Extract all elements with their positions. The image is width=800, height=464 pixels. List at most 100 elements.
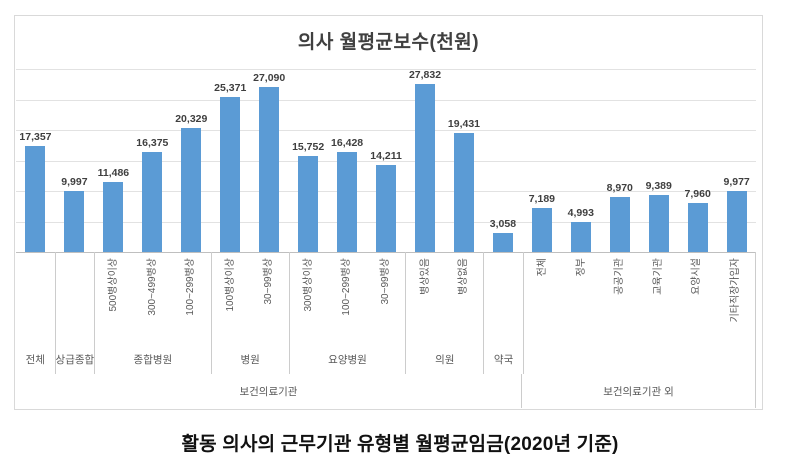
- gridline: [16, 99, 756, 101]
- category-axis-supergroups: 보건의료기관 보건의료기관 외: [16, 374, 756, 408]
- bars-row: 17,357 9,997 11,486 16,375 20,329 25,371 27,09…: [16, 69, 756, 252]
- bar-slot: 16,375: [133, 69, 172, 252]
- axis-sublabel-row: 100병상이상 30~99병상: [212, 252, 289, 350]
- axis-group-cell: 약국: [483, 252, 523, 374]
- chart-title: 의사 월평균보수(천원): [297, 32, 480, 53]
- axis-sublabel-row: 병상있음 병상없음: [406, 252, 483, 350]
- group-label: 약국: [493, 354, 514, 366]
- axis-sublabel-slot: 100~299병상: [172, 252, 211, 350]
- bar: [142, 152, 163, 252]
- category-sublabel: 100~299병상: [341, 258, 353, 316]
- category-sublabel: 30~99병상: [380, 258, 392, 305]
- axis-group-cell: 상급종합: [54, 252, 95, 374]
- bar: [376, 165, 397, 252]
- bar: [415, 84, 435, 252]
- axis-sublabel-slot: 정부: [562, 252, 601, 350]
- bar-slot: 20,329: [172, 69, 211, 252]
- axis-group-cell: 전체 정부 공공기관 교육기관 요양시설 기타직장가입자: [522, 252, 756, 374]
- bar-slot: 11,486: [94, 69, 133, 252]
- plot-area: 17,357 9,997 11,486 16,375 20,329 25,371 27,09…: [16, 69, 756, 253]
- axis-group-cell: 병상있음 병상없음 의원: [405, 252, 483, 374]
- axis-supergroup-cell: 보건의료기관 외: [520, 374, 755, 408]
- bar: [687, 203, 708, 252]
- axis-sublabel-slot: 기타직장가입자: [717, 252, 756, 350]
- bar-slot: 9,977: [717, 69, 756, 252]
- axis-group-cell: 500병상이상 300~499병상 100~299병상 종합병원: [94, 252, 211, 374]
- bar-slot: 15,752: [289, 69, 328, 252]
- bar: [609, 197, 630, 252]
- bar-value-label: 20,329: [175, 113, 208, 125]
- axis-sublabel-slot: 교육기관: [639, 252, 678, 350]
- bar-slot: 14,211: [367, 69, 406, 252]
- bar-slot: 25,371: [211, 69, 250, 252]
- figure-caption: 활동 의사의 근무기관 유형별 월평균임금(2020년 기준): [181, 434, 619, 455]
- category-sublabel: 기타직장가입자: [729, 258, 741, 323]
- category-sublabel: 병상있음: [419, 258, 431, 295]
- axis-group-cell: 전체: [16, 252, 55, 374]
- bar-value-label: 16,375: [136, 137, 169, 150]
- bar-value-label: 16,428: [331, 136, 364, 149]
- category-sublabel: 500병상이상: [108, 258, 120, 312]
- group-label: 요양병원: [328, 354, 367, 366]
- bar: [726, 191, 747, 252]
- bar: [25, 146, 46, 252]
- category-axis-groups: 전체 상급종합 500병상이상 300~499병상 100~299병상 종합병원 100병상…: [16, 252, 756, 374]
- bar-value-label: 25,371: [214, 82, 247, 95]
- category-sublabel: 요양시설: [691, 258, 703, 295]
- axis-sublabel-slot: [56, 252, 95, 350]
- axis-sublabel-slot: 공공기관: [601, 252, 640, 350]
- group-label: 상급종합: [55, 354, 95, 366]
- chart-frame: 의사 월평균보수(천원) 17,357 9,997 11,486 16,375 20,3…: [14, 15, 763, 410]
- bar-value-label: 15,752: [292, 140, 325, 153]
- bar-value-label: 19,431: [447, 118, 481, 131]
- axis-sublabel-slot: [484, 252, 523, 350]
- group-label: 전체: [25, 354, 45, 366]
- category-sublabel: 100~299병상: [185, 258, 197, 316]
- category-sublabel: 100병상이상: [224, 258, 236, 312]
- axis-sublabel-slot: 30~99병상: [367, 252, 406, 350]
- category-sublabel: 30~99병상: [263, 258, 275, 305]
- axis-sublabel-slot: 100병상이상: [212, 252, 251, 350]
- bar-value-label: 27,832: [408, 69, 442, 81]
- gridline: [16, 69, 756, 70]
- bar-value-label: 14,211: [370, 150, 402, 163]
- bar-slot: 4,993: [561, 69, 600, 252]
- axis-sublabel-slot: [16, 252, 55, 350]
- bar-value-label: 8,970: [606, 182, 633, 195]
- axis-sublabel-row: 500병상이상 300~499병상 100~299병상: [95, 252, 211, 350]
- supergroup-label: 보건의료기관 외: [603, 385, 674, 398]
- bar: [64, 191, 85, 252]
- supergroup-label: 보건의료기관: [239, 385, 298, 398]
- bar-slot: 17,357: [16, 69, 55, 252]
- bar: [298, 155, 319, 252]
- bar-value-label: 7,189: [528, 193, 555, 206]
- bar-value-label: 17,357: [19, 131, 52, 144]
- category-sublabel: 병상없음: [458, 258, 470, 295]
- category-sublabel: 300~499병상: [146, 258, 158, 316]
- category-sublabel: 전체: [537, 258, 549, 277]
- bar-value-label: 7,960: [684, 188, 711, 201]
- bar-value-label: 4,993: [567, 206, 594, 219]
- bar-value-label: 9,389: [645, 179, 672, 192]
- axis-sublabel-slot: 병상있음: [406, 252, 445, 350]
- axis-sublabel-slot: 300~499병상: [134, 252, 173, 350]
- bar-slot: 16,428: [328, 69, 367, 252]
- bar-slot: 19,431: [444, 69, 483, 252]
- bar-slot: 9,389: [639, 69, 678, 252]
- bar: [570, 221, 591, 252]
- bar: [531, 208, 552, 252]
- bar-value-label: 9,997: [61, 176, 88, 189]
- bar-slot: 3,058: [483, 69, 522, 252]
- bar-value-label: 3,058: [489, 218, 517, 231]
- axis-sublabel-row: 300병상이상 100~299병상 30~99병상: [290, 252, 406, 350]
- category-sublabel: 정부: [575, 258, 587, 277]
- bar: [648, 194, 669, 252]
- group-label: 병원: [240, 354, 260, 366]
- axis-sublabel-slot: 500병상이상: [95, 252, 134, 350]
- gridline: [16, 130, 756, 131]
- axis-group-cell: 300병상이상 100~299병상 30~99병상 요양병원: [288, 252, 406, 374]
- axis-sublabel-slot: 30~99병상: [250, 252, 289, 350]
- bar-slot: 7,960: [678, 69, 717, 252]
- axis-sublabel-slot: 병상없음: [445, 252, 484, 350]
